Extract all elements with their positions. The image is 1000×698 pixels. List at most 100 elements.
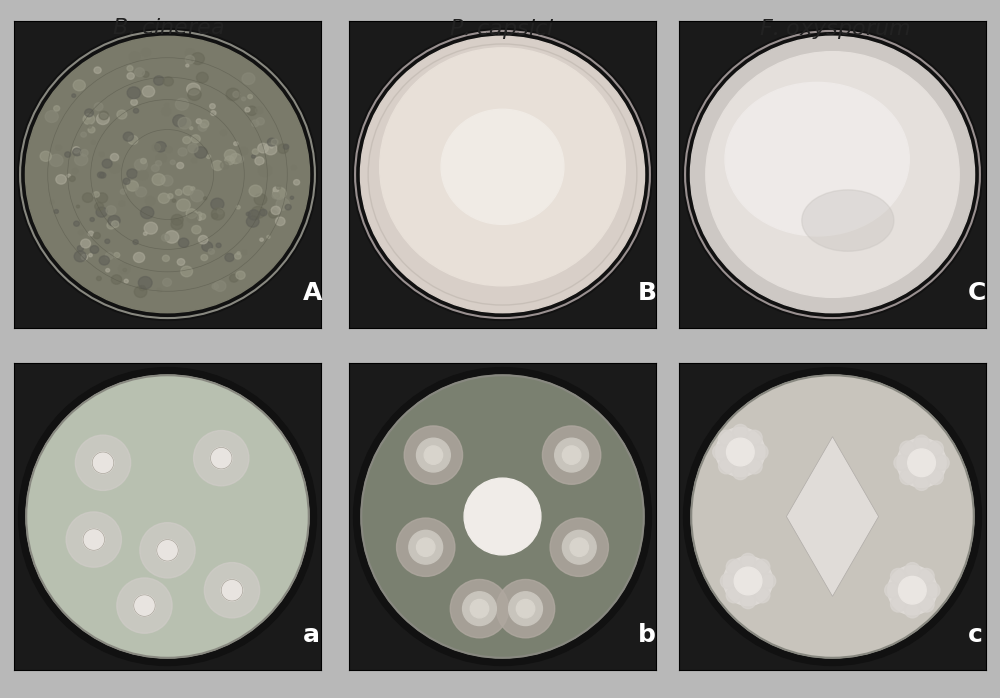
Ellipse shape <box>162 107 171 116</box>
Ellipse shape <box>152 174 165 186</box>
Ellipse shape <box>140 207 154 218</box>
Ellipse shape <box>249 185 262 197</box>
Ellipse shape <box>259 165 269 174</box>
Ellipse shape <box>90 218 94 221</box>
Ellipse shape <box>127 73 134 80</box>
Ellipse shape <box>85 114 91 119</box>
Ellipse shape <box>137 170 148 180</box>
Ellipse shape <box>177 163 184 169</box>
Ellipse shape <box>139 285 145 290</box>
Ellipse shape <box>73 148 81 156</box>
Ellipse shape <box>273 187 286 200</box>
Ellipse shape <box>123 268 127 272</box>
Ellipse shape <box>272 193 279 199</box>
Circle shape <box>740 593 756 609</box>
Ellipse shape <box>242 73 255 84</box>
Ellipse shape <box>142 71 149 77</box>
Ellipse shape <box>256 118 264 125</box>
Ellipse shape <box>273 187 279 192</box>
Ellipse shape <box>114 253 120 258</box>
Text: C: C <box>968 281 986 306</box>
Ellipse shape <box>183 186 193 195</box>
Ellipse shape <box>202 242 213 251</box>
Ellipse shape <box>82 193 93 202</box>
Ellipse shape <box>154 76 164 85</box>
Ellipse shape <box>72 168 78 174</box>
Ellipse shape <box>157 288 161 292</box>
Ellipse shape <box>99 111 109 120</box>
Ellipse shape <box>562 530 596 564</box>
Ellipse shape <box>123 132 133 141</box>
Ellipse shape <box>187 213 198 223</box>
Ellipse shape <box>516 600 535 618</box>
Ellipse shape <box>562 446 581 464</box>
Ellipse shape <box>706 52 959 297</box>
Ellipse shape <box>217 209 223 214</box>
Circle shape <box>888 565 937 615</box>
Ellipse shape <box>168 193 173 198</box>
Circle shape <box>891 597 906 612</box>
Ellipse shape <box>163 77 173 86</box>
Circle shape <box>914 435 929 450</box>
Ellipse shape <box>133 108 139 113</box>
Ellipse shape <box>271 139 278 145</box>
Ellipse shape <box>276 198 289 210</box>
Ellipse shape <box>73 80 85 91</box>
Ellipse shape <box>802 190 894 251</box>
Ellipse shape <box>220 162 229 169</box>
Ellipse shape <box>99 255 109 265</box>
Ellipse shape <box>75 154 88 165</box>
Ellipse shape <box>105 239 110 244</box>
Ellipse shape <box>93 232 100 239</box>
Ellipse shape <box>141 158 146 163</box>
Circle shape <box>891 568 906 584</box>
Ellipse shape <box>112 221 119 228</box>
Ellipse shape <box>450 579 509 638</box>
Ellipse shape <box>72 94 76 97</box>
Ellipse shape <box>110 154 119 161</box>
Ellipse shape <box>264 143 277 155</box>
Ellipse shape <box>127 169 137 178</box>
Ellipse shape <box>225 253 234 262</box>
Circle shape <box>899 577 926 604</box>
Ellipse shape <box>397 518 455 577</box>
Ellipse shape <box>294 179 300 185</box>
Ellipse shape <box>134 286 147 297</box>
Ellipse shape <box>290 196 294 199</box>
Ellipse shape <box>224 149 237 161</box>
Circle shape <box>75 435 131 491</box>
Ellipse shape <box>255 157 264 165</box>
Ellipse shape <box>81 254 88 260</box>
Ellipse shape <box>81 149 88 156</box>
Ellipse shape <box>188 89 201 101</box>
Ellipse shape <box>83 114 95 124</box>
Ellipse shape <box>170 160 175 165</box>
Ellipse shape <box>214 281 226 291</box>
Ellipse shape <box>242 97 246 101</box>
Ellipse shape <box>88 127 95 133</box>
Circle shape <box>925 583 940 598</box>
Ellipse shape <box>198 124 207 131</box>
Ellipse shape <box>248 210 260 220</box>
Ellipse shape <box>67 174 71 177</box>
Ellipse shape <box>186 209 197 218</box>
Ellipse shape <box>107 221 115 229</box>
Ellipse shape <box>198 235 208 244</box>
Ellipse shape <box>186 64 189 67</box>
Ellipse shape <box>156 154 166 163</box>
Circle shape <box>83 529 105 550</box>
Ellipse shape <box>226 88 240 101</box>
Ellipse shape <box>88 124 92 128</box>
Ellipse shape <box>171 219 183 230</box>
Ellipse shape <box>178 117 191 129</box>
Ellipse shape <box>496 579 555 638</box>
Ellipse shape <box>74 221 79 226</box>
Text: $\it{F}$. $\it{oxysporum}$: $\it{F}$. $\it{oxysporum}$ <box>759 17 911 41</box>
Ellipse shape <box>690 36 975 313</box>
Ellipse shape <box>267 235 270 239</box>
Circle shape <box>727 438 754 466</box>
Circle shape <box>361 376 644 658</box>
Ellipse shape <box>192 158 197 163</box>
Ellipse shape <box>683 29 982 320</box>
Ellipse shape <box>151 165 159 172</box>
